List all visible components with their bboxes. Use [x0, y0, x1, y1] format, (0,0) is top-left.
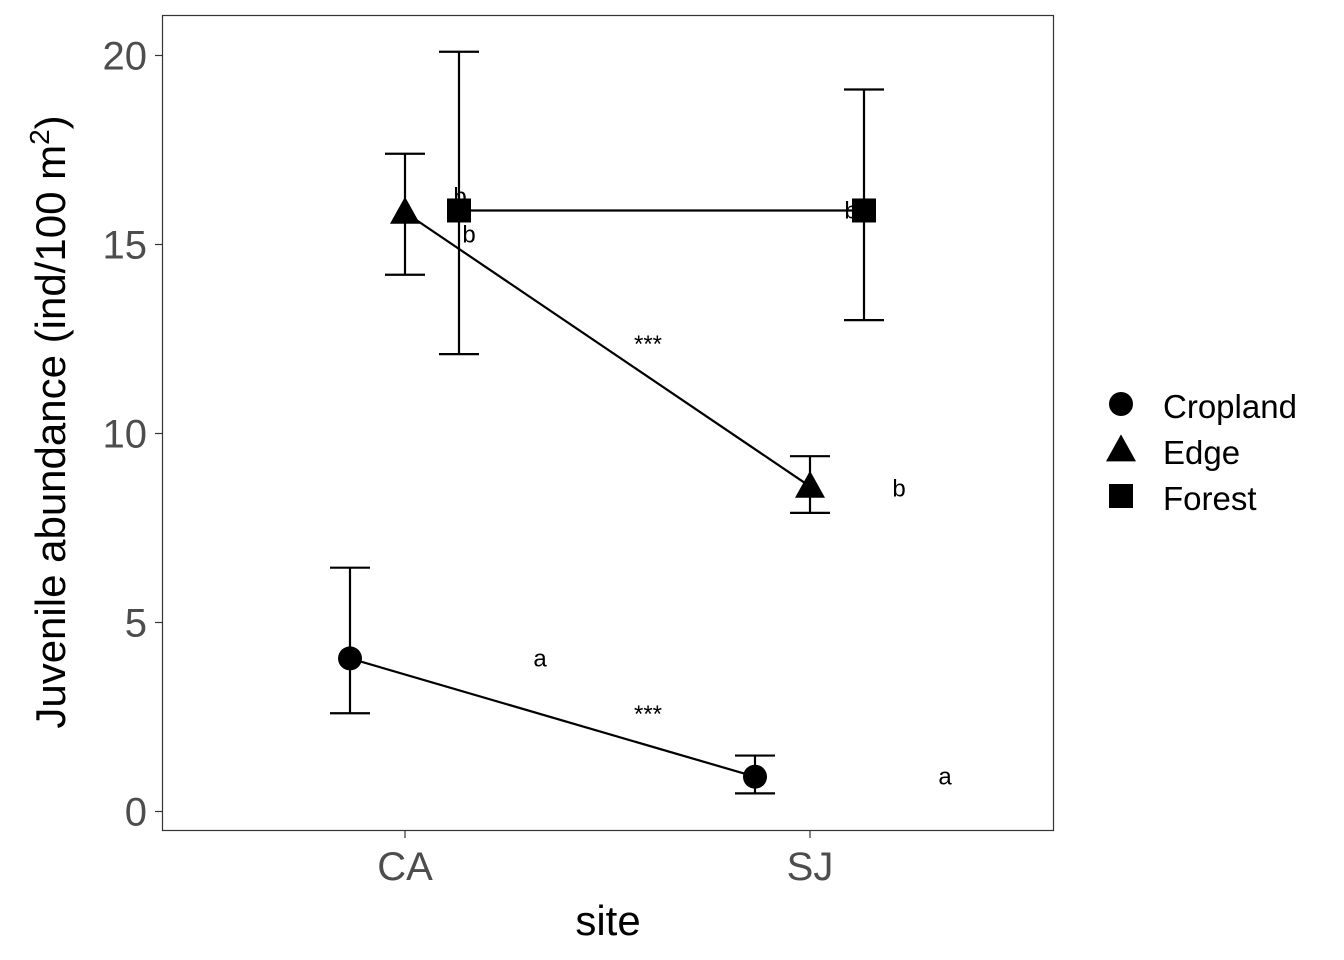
legend-key-cropland [1109, 392, 1133, 416]
plot-panel [161, 14, 1055, 832]
y-tick-label: 0 [125, 791, 147, 835]
point-forest [447, 198, 471, 223]
significance-letter-cropland: a [533, 645, 547, 672]
x-tick-label: CA [377, 845, 433, 889]
legend: Cropland Edge Forest [1106, 388, 1297, 517]
x-axis-title: site [575, 897, 640, 944]
y-axis-title-main: Juvenile abundance (ind/100 m [27, 145, 74, 729]
y-tick-label: 15 [103, 224, 148, 268]
y-axis-title-close: ) [27, 115, 74, 129]
y-tick-label: 10 [103, 413, 148, 457]
significance-letter-cropland: a [938, 764, 952, 791]
significance-letter-forest: b [844, 197, 857, 224]
point-forest [852, 198, 876, 223]
point-cropland [743, 764, 767, 789]
point-edge [795, 470, 825, 498]
y-axis-ticks: 0 5 10 15 20 [103, 35, 163, 835]
point-cropland [338, 646, 362, 671]
y-axis-title: Juvenile abundance (ind/100 m2) [24, 115, 74, 728]
legend-label-cropland: Cropland [1163, 388, 1297, 425]
x-axis-ticks: CA SJ [377, 830, 834, 889]
legend-label-edge: Edge [1163, 434, 1240, 471]
legend-key-edge [1106, 434, 1136, 462]
legend-label-forest: Forest [1163, 480, 1257, 517]
point-edge [390, 196, 420, 224]
significance-stars-edge: *** [634, 331, 662, 358]
significance-letter-edge: b [462, 221, 475, 248]
y-tick-label: 20 [103, 35, 148, 79]
series-line-edge [404, 211, 811, 488]
series-line-cropland [349, 657, 756, 778]
x-tick-label: SJ [787, 845, 834, 889]
y-tick-label: 5 [125, 602, 147, 646]
significance-stars-cropland: *** [634, 701, 662, 728]
significance-letter-edge: b [892, 475, 905, 502]
significance-letter-forest: b [453, 183, 466, 210]
y-axis-title-superscript: 2 [24, 129, 55, 145]
legend-key-forest [1109, 484, 1133, 508]
